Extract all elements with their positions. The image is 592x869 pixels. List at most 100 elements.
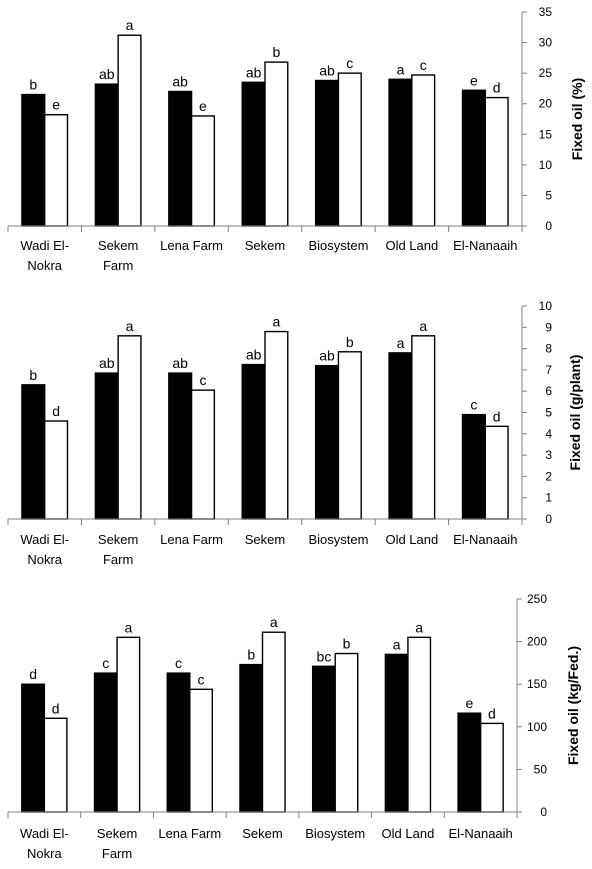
significance-letter: e — [199, 98, 207, 114]
significance-letter: c — [420, 57, 427, 73]
y-tick-label: 100 — [527, 720, 547, 734]
y-tick-label: 50 — [534, 762, 548, 776]
y-tick-label: 0 — [540, 805, 547, 819]
significance-letter: a — [124, 619, 132, 635]
significance-letter: b — [247, 647, 255, 663]
y-tick-label: 3 — [545, 448, 552, 462]
significance-letter: b — [343, 636, 351, 652]
significance-letter: ab — [99, 66, 115, 82]
bar — [190, 389, 216, 520]
significance-letter: ab — [99, 355, 115, 371]
category-label: Sekem Farm — [97, 826, 137, 861]
category-label: El-Nanaaih — [453, 532, 517, 547]
category-label: Biosystem — [308, 238, 368, 253]
y-tick-label: 1 — [545, 491, 552, 505]
category-label: Lena Farm — [160, 238, 223, 253]
category-label: Sekem Farm — [98, 238, 138, 273]
y-tick-label: 5 — [545, 188, 552, 202]
bar — [168, 90, 193, 227]
bar — [388, 78, 413, 227]
significance-letter: c — [199, 372, 206, 388]
y-tick-label: 30 — [539, 36, 553, 50]
bar — [407, 636, 432, 813]
significance-letter: c — [470, 397, 477, 413]
bar — [189, 688, 214, 813]
category-label: Wadi El-Nokra — [20, 532, 69, 567]
significance-letter: ab — [172, 73, 188, 89]
y-axis-label: Fixed oil (%) — [569, 78, 585, 160]
y-tick-label: 35 — [539, 5, 553, 19]
significance-letter: d — [493, 408, 501, 424]
significance-letter: a — [393, 636, 401, 652]
significance-letter: b — [29, 77, 37, 93]
significance-letter: d — [488, 705, 496, 721]
significance-letter: a — [272, 314, 280, 330]
significance-letter: a — [419, 318, 427, 334]
category-label: Old Land — [385, 532, 438, 547]
bar — [239, 663, 264, 813]
significance-letter: d — [493, 80, 501, 96]
bar — [484, 96, 509, 227]
significance-letter: e — [465, 695, 473, 711]
bar — [93, 672, 118, 813]
significance-letter: b — [29, 367, 37, 383]
category-label: Sekem — [245, 238, 285, 253]
bar — [21, 384, 46, 520]
significance-letter: d — [29, 666, 37, 682]
significance-letter: a — [397, 61, 405, 77]
y-tick-label: 5 — [545, 406, 552, 420]
bar — [190, 115, 216, 227]
category-label: Sekem — [242, 826, 282, 841]
bar — [337, 351, 362, 520]
bar — [117, 335, 142, 520]
bar — [461, 413, 486, 520]
y-tick-label: 0 — [545, 219, 552, 233]
y-tick-label: 2 — [545, 469, 552, 483]
significance-letter: ab — [319, 62, 335, 78]
category-label: Wadi El-Nokra — [20, 238, 69, 273]
y-tick-label: 10 — [539, 158, 553, 172]
significance-letter: a — [270, 614, 278, 630]
significance-letter: c — [198, 671, 205, 687]
significance-letter: c — [102, 655, 109, 671]
y-axis-label: Fixed oil (g/plant) — [567, 355, 583, 471]
bar — [484, 425, 509, 520]
bar — [44, 420, 69, 520]
bar — [43, 717, 68, 813]
bar — [479, 722, 504, 813]
y-tick-label: 200 — [527, 635, 547, 649]
bar — [241, 363, 266, 520]
bar — [241, 81, 266, 227]
category-label: Lena Farm — [158, 826, 221, 841]
bar — [94, 83, 119, 227]
category-label: Biosystem — [308, 532, 368, 547]
y-tick-label: 150 — [527, 677, 547, 691]
bar — [314, 79, 340, 227]
bar — [264, 61, 289, 227]
significance-letter: d — [52, 700, 60, 716]
bar — [21, 93, 46, 227]
significance-letter: b — [346, 334, 354, 350]
significance-letter: a — [126, 318, 134, 334]
bar — [337, 72, 362, 227]
category-label: El-Nanaaih — [448, 826, 512, 841]
y-tick-label: 8 — [545, 342, 552, 356]
significance-letter: d — [52, 403, 60, 419]
bar — [461, 89, 486, 227]
bar — [168, 372, 193, 520]
bar — [314, 364, 340, 520]
bar — [94, 372, 119, 520]
y-tick-label: 25 — [539, 66, 553, 80]
bar — [44, 114, 69, 227]
y-tick-label: 15 — [539, 127, 553, 141]
significance-letter: e — [470, 72, 478, 88]
significance-letter: b — [272, 44, 280, 60]
bar — [411, 335, 436, 520]
significance-letter: e — [52, 97, 60, 113]
y-tick-label: 6 — [545, 384, 552, 398]
